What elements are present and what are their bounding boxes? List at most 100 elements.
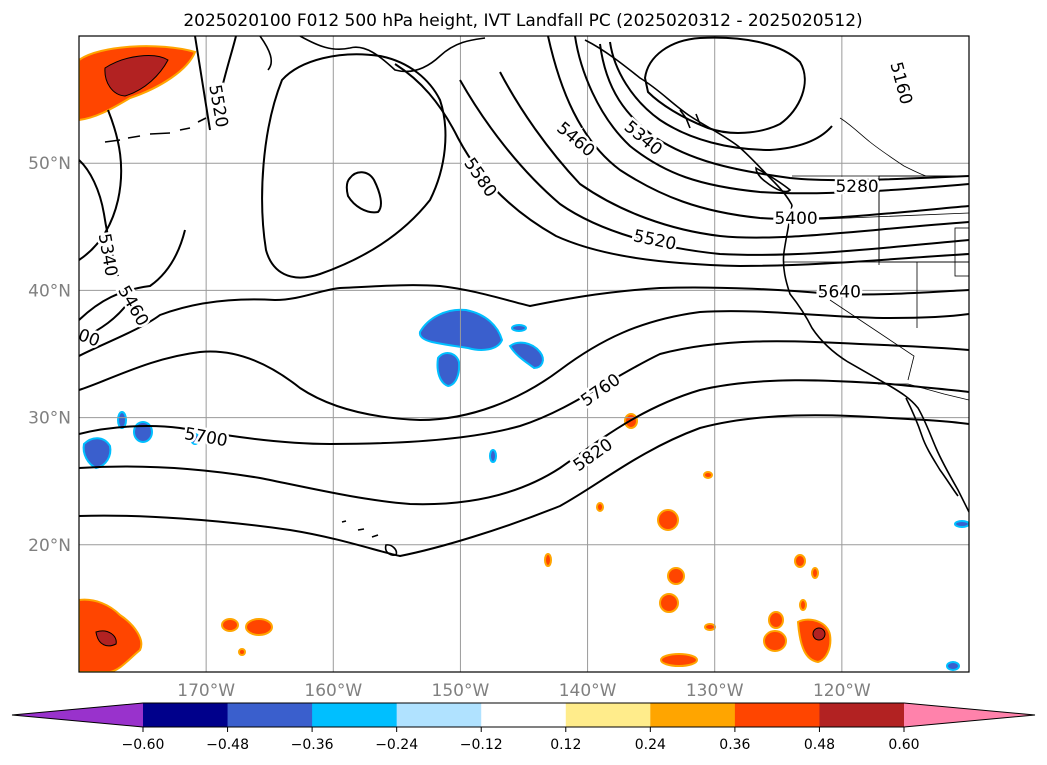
contour-label: 5400 — [774, 209, 817, 229]
y-tick-label: 40°N — [28, 281, 71, 301]
colorbar-tick-label: −0.48 — [206, 737, 249, 753]
pc-spot-positive — [799, 599, 807, 611]
contour-5580-high — [261, 53, 447, 279]
contour-5640 — [79, 284, 969, 357]
y-tick-label: 20°N — [28, 536, 71, 556]
contour-5520-west — [79, 36, 237, 261]
pc-spot-negative — [511, 324, 527, 332]
y-tick-label: 50°N — [28, 154, 71, 174]
pc-spot-positive — [544, 553, 552, 567]
colorbar-bin — [227, 703, 313, 727]
pc-spot-positive — [596, 502, 604, 512]
pc-region-negative-west — [82, 437, 112, 470]
pc-spot-positive — [221, 618, 239, 632]
coastline-alaska — [259, 36, 486, 73]
contour-5340 — [574, 36, 969, 195]
contour-5220 — [609, 41, 833, 152]
pc-region-positive-southwest-core — [95, 630, 117, 647]
colorbar-bin — [565, 703, 651, 727]
pc-region-positive-northwest-core — [104, 55, 169, 97]
pc-shading — [79, 45, 969, 672]
map-frame — [78, 35, 970, 673]
contour-5700 — [79, 310, 969, 422]
pc-spot-negative — [489, 449, 497, 463]
pc-spot-positive — [704, 623, 716, 631]
contour-closed-low — [345, 171, 382, 214]
contour-5580-west — [194, 36, 211, 131]
contour-5880 — [79, 414, 969, 558]
chart-title: 2025020100 F012 500 hPa height, IVT Land… — [183, 11, 862, 31]
y-tick-label: 30°N — [28, 409, 71, 429]
colorbar-bin — [734, 703, 820, 727]
colorbar-bin — [819, 703, 905, 727]
pc-spot-positive — [667, 567, 685, 585]
pc-spot-negative — [117, 411, 127, 429]
pc-spot-positive — [811, 567, 819, 579]
colorbar-bin — [396, 703, 482, 727]
colorbar-tick-label: 0.60 — [888, 737, 919, 753]
pc-spot-positive — [245, 618, 273, 636]
contour-5760 — [79, 340, 969, 446]
x-tick-label: 130°W — [686, 681, 744, 701]
borders — [784, 117, 969, 401]
pc-spot-positive — [660, 653, 698, 667]
colorbar-tick-label: 0.24 — [635, 737, 666, 753]
pc-spot-positive — [768, 611, 784, 629]
border-states-mid — [829, 299, 915, 381]
contour-5580 — [394, 63, 969, 268]
colorbar-bin — [312, 703, 398, 727]
pc-spot-negative — [946, 661, 960, 671]
contour-5400-west — [79, 299, 131, 341]
colorbar-tick-label: 0.36 — [719, 737, 750, 753]
contour-5820 — [79, 379, 969, 506]
contour-5460 — [499, 71, 969, 239]
height-contours — [79, 36, 969, 558]
colorbar-extend-over — [904, 703, 1035, 727]
contour-5160 — [643, 36, 806, 134]
contour-label: 5640 — [818, 283, 861, 303]
pc-spot-positive — [703, 471, 713, 479]
pc-spot-positive-core — [812, 627, 826, 641]
pc-region-negative-central-south — [436, 352, 461, 388]
coastline-baja — [905, 397, 959, 497]
x-tick-label: 160°W — [304, 681, 362, 701]
coastline-aleutians — [104, 117, 207, 143]
coastline-vancouver-island — [755, 166, 792, 193]
colorbar-tick-label: 0.12 — [550, 737, 581, 753]
colorbar-tick-label: −0.24 — [375, 737, 418, 753]
y-tick-labels: 50°N 40°N 30°N 20°N — [28, 154, 71, 556]
x-tick-label: 170°W — [177, 681, 235, 701]
pc-spot-positive — [794, 554, 806, 568]
contour-5280 — [599, 43, 969, 182]
colorbar-bin — [650, 703, 736, 727]
pc-spot-positive — [763, 630, 787, 652]
colorbar-bin — [143, 703, 229, 727]
gridlines — [79, 36, 969, 672]
pc-spot-positive — [657, 509, 679, 531]
x-tick-label: 150°W — [432, 681, 490, 701]
colorbar-tick-label: −0.60 — [122, 737, 165, 753]
pc-region-negative-central — [418, 308, 504, 351]
contour-5340-west — [79, 159, 119, 277]
coastline-west-coast — [782, 204, 969, 513]
contour-5460-west — [79, 229, 186, 321]
colorbar-tick-label: 0.48 — [804, 737, 835, 753]
colorbar-extend-under — [12, 703, 143, 727]
x-tick-label: 120°W — [813, 681, 871, 701]
border-alaska-canada — [839, 117, 927, 177]
border-box-east — [954, 227, 969, 277]
contour-label: 5280 — [835, 177, 878, 197]
colorbar-bin — [481, 703, 567, 727]
x-tick-label: 140°W — [559, 681, 617, 701]
x-tick-labels: 170°W 160°W 150°W 140°W 130°W 120°W — [177, 681, 871, 701]
map-area: 5160528053405400546055205580564057605820… — [78, 35, 970, 673]
contour-5400 — [547, 36, 969, 220]
contour-5520 — [459, 79, 969, 256]
colorbar-tick-label: −0.36 — [291, 737, 334, 753]
colorbar: −0.60 −0.48 −0.36 −0.24 −0.12 0.12 0.24 0.36 0.4… — [11, 702, 1036, 753]
border-box-north — [878, 175, 969, 263]
pc-spot-positive — [238, 648, 246, 656]
pc-spot-positive — [659, 593, 679, 613]
pc-region-negative-east — [508, 341, 544, 370]
